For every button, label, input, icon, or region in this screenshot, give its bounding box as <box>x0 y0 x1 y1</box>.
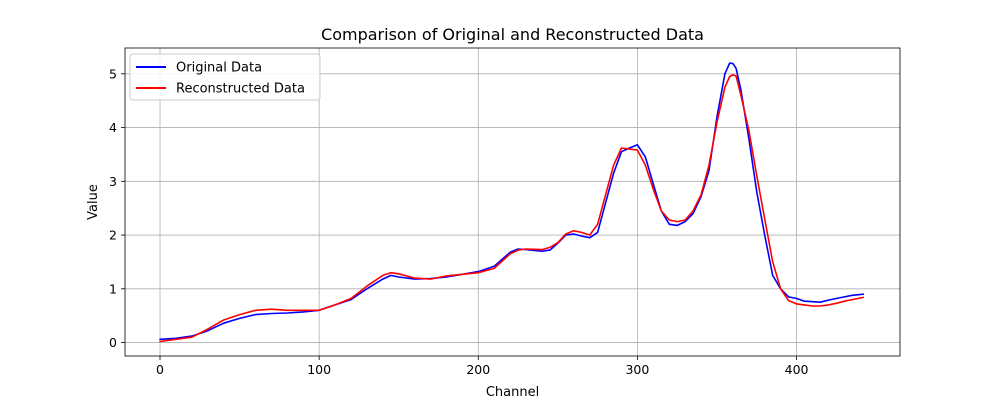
y-tick-label: 0 <box>109 335 117 350</box>
x-tick-label: 400 <box>785 362 809 377</box>
x-tick-label: 300 <box>625 362 649 377</box>
x-axis-label: Channel <box>486 385 539 400</box>
reconstructed-data-line <box>159 74 865 343</box>
chart-title: Comparison of Original and Reconstructed… <box>321 25 704 44</box>
x-tick-label: 200 <box>466 362 490 377</box>
y-tick-label: 5 <box>109 66 117 81</box>
y-tick-label: 4 <box>109 120 117 135</box>
x-tick-label: 0 <box>156 362 164 377</box>
legend: Original Data Reconstructed Data <box>129 53 321 101</box>
legend-box <box>129 53 321 101</box>
y-axis-label: Value <box>86 184 101 220</box>
y-tick-label: 3 <box>109 174 117 189</box>
series-lines <box>159 62 865 343</box>
plot-frame <box>124 47 901 357</box>
original-data-line <box>159 62 865 341</box>
legend-label-original: Original Data <box>176 61 262 76</box>
legend-label-reconstructed: Reconstructed Data <box>176 82 305 97</box>
ticks: 0 100 200 300 400 0 1 2 3 4 5 <box>109 66 808 377</box>
y-tick-label: 1 <box>109 281 117 296</box>
x-tick-label: 100 <box>307 362 331 377</box>
y-tick-label: 2 <box>109 228 117 243</box>
